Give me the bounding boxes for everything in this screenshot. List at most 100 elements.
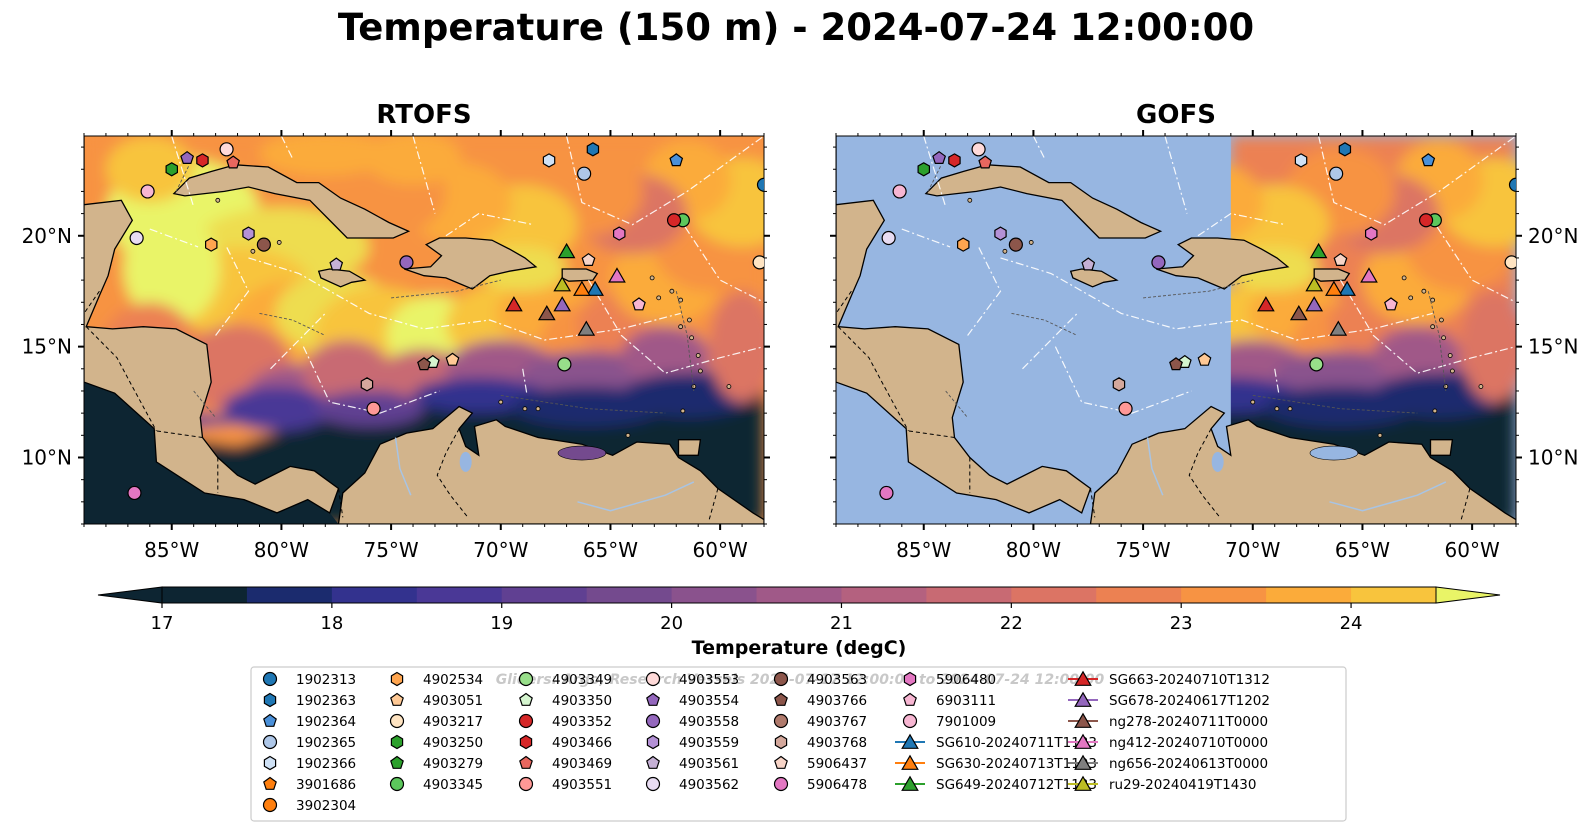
legend-label: 4903767 — [807, 714, 867, 730]
observation-markers — [127, 142, 764, 501]
colorbar-tick-label: 21 — [830, 613, 853, 634]
rtofs-panel-title: RTOFS — [376, 100, 472, 130]
marker-4903051 — [445, 352, 460, 366]
legend-marker — [518, 671, 534, 687]
small-island — [535, 406, 541, 412]
legend-marker — [263, 713, 277, 727]
colorbar-extend-high — [1435, 586, 1501, 604]
small-island — [1401, 275, 1407, 281]
eez-boundary — [967, 246, 1002, 336]
legend-label: 4903349 — [552, 672, 612, 688]
marker-4903559 — [242, 226, 255, 241]
small-island — [726, 384, 732, 389]
legend-marker — [263, 755, 277, 771]
heat-blob — [105, 136, 194, 203]
pacific-area — [836, 382, 1091, 524]
small-island — [695, 353, 701, 358]
legend-marker — [773, 776, 789, 792]
legend-marker — [1074, 691, 1092, 707]
marker-7901009 — [892, 184, 907, 199]
small-island — [691, 384, 697, 389]
heat-blob — [1461, 291, 1516, 403]
legend-label: 4903466 — [552, 735, 612, 751]
marker-ng656-20240613T0000 — [577, 320, 596, 336]
marker-3901686 — [1515, 188, 1516, 191]
legend-label: ng278-20240711T0000 — [1109, 714, 1268, 730]
eez-boundary — [522, 368, 528, 396]
land-polygon — [924, 164, 1163, 239]
marker-1902364 — [669, 153, 684, 167]
legend-marker — [903, 671, 917, 687]
country-border — [1090, 488, 1096, 518]
legend-label: 1902313 — [296, 672, 356, 688]
legend-label: 4903217 — [423, 714, 483, 730]
legend-label: 4903469 — [552, 756, 612, 772]
marker-4903349 — [557, 357, 572, 372]
country-border — [84, 290, 100, 314]
small-island — [680, 408, 686, 414]
colorbar-tick-label: 22 — [1000, 613, 1023, 634]
marker-SG663-20240710T1312 — [505, 296, 523, 312]
marker-5906437 — [1333, 252, 1348, 266]
legend-marker — [518, 776, 534, 792]
marker-4903563 — [1008, 237, 1023, 252]
small-island — [250, 248, 256, 254]
country-border — [436, 428, 469, 518]
bathymetry-contour — [1011, 312, 1078, 336]
marker-1902366 — [1294, 153, 1308, 168]
marker-7901009 — [140, 184, 155, 199]
legend-marker — [903, 692, 917, 706]
eez-boundary — [1274, 368, 1280, 396]
marker-SG610-20240711T1133 — [1338, 280, 1356, 296]
legend-label: 7901009 — [936, 714, 996, 730]
y-tick-label: 20°N — [22, 224, 72, 248]
land-polygon — [561, 268, 599, 282]
small-island — [1028, 240, 1034, 245]
eez-boundary — [566, 136, 764, 226]
heat-blob — [709, 291, 764, 403]
marker-4903766 — [1169, 357, 1183, 371]
legend-marker — [1074, 712, 1092, 728]
marker-5906437 — [581, 252, 596, 266]
marker-1902364 — [1421, 153, 1436, 167]
observation-markers — [879, 142, 1516, 501]
small-island — [1432, 408, 1438, 414]
marker-1902365 — [1329, 166, 1344, 181]
legend-marker — [1074, 733, 1092, 749]
marker-4903551 — [1118, 401, 1133, 416]
x-tick-label: 80°W — [1006, 538, 1061, 562]
eez-boundary — [1054, 346, 1192, 414]
small-island — [678, 324, 684, 330]
country-border — [1188, 428, 1221, 518]
small-island — [1447, 353, 1453, 358]
marker-4903562 — [129, 230, 144, 246]
legend-marker — [519, 755, 533, 769]
legend-marker — [774, 755, 788, 769]
legend-marker — [901, 733, 919, 749]
marker-4903352 — [1418, 213, 1434, 228]
small-island — [678, 297, 684, 303]
land-polygon — [172, 164, 411, 239]
marker-6903111 — [632, 297, 646, 311]
marker-ng412-20240710T0000 — [1360, 267, 1378, 283]
land-polygon — [337, 405, 764, 524]
marker-4903466 — [196, 153, 209, 168]
land-polygon — [1089, 405, 1516, 524]
legend-label: ng412-20240710T0000 — [1109, 735, 1268, 751]
marker-4903554 — [932, 150, 947, 164]
colorbar-tick-label: 23 — [1170, 613, 1193, 634]
bathymetry-contour — [675, 291, 695, 392]
heat-blob — [222, 386, 332, 431]
heat-blob — [123, 213, 220, 325]
eez-boundary — [1318, 136, 1516, 226]
bathymetry-contour — [259, 312, 326, 336]
river — [394, 437, 412, 496]
eez-boundary — [1339, 279, 1516, 374]
small-island — [1408, 295, 1414, 301]
marker-4903051 — [1197, 352, 1212, 366]
colorbar-frame — [161, 586, 1437, 604]
small-island — [1287, 406, 1293, 412]
axes-frame — [83, 135, 765, 525]
eez-boundary — [270, 312, 326, 370]
